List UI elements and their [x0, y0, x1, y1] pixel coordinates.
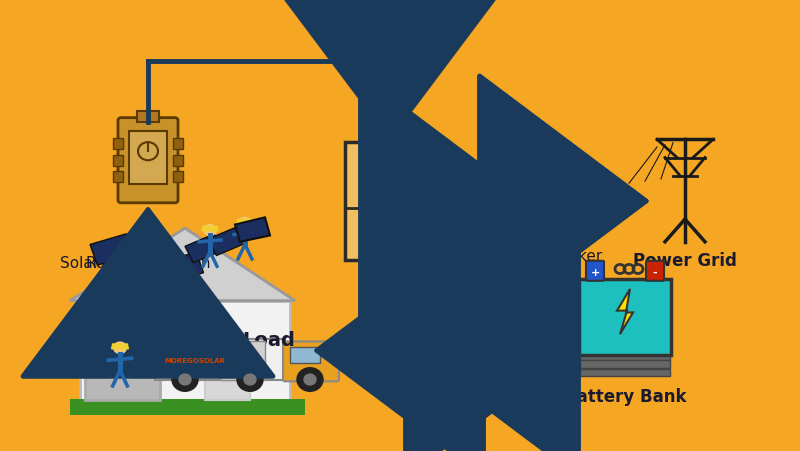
FancyBboxPatch shape [372, 218, 408, 238]
FancyBboxPatch shape [80, 301, 290, 400]
Circle shape [297, 368, 323, 391]
FancyBboxPatch shape [129, 132, 167, 184]
FancyBboxPatch shape [534, 161, 586, 242]
FancyBboxPatch shape [113, 139, 123, 150]
Text: MOREGOSOLAR: MOREGOSOLAR [165, 358, 226, 364]
Text: AC Breaker: AC Breaker [518, 249, 602, 263]
Text: -: - [653, 267, 658, 277]
FancyBboxPatch shape [406, 260, 418, 267]
FancyBboxPatch shape [580, 369, 670, 376]
Polygon shape [111, 344, 128, 349]
Polygon shape [235, 218, 270, 242]
FancyBboxPatch shape [173, 156, 183, 166]
Text: Battery Bank: Battery Bank [564, 387, 686, 405]
Text: Power Grid: Power Grid [633, 251, 737, 269]
FancyBboxPatch shape [546, 224, 574, 235]
FancyBboxPatch shape [580, 353, 670, 360]
FancyBboxPatch shape [384, 260, 396, 267]
FancyBboxPatch shape [85, 319, 160, 400]
FancyBboxPatch shape [205, 342, 250, 400]
Circle shape [204, 225, 216, 236]
FancyBboxPatch shape [210, 346, 225, 357]
Text: Load: Load [242, 330, 295, 349]
Circle shape [244, 374, 256, 385]
FancyBboxPatch shape [155, 339, 285, 380]
FancyBboxPatch shape [220, 341, 265, 380]
FancyBboxPatch shape [173, 139, 183, 150]
Circle shape [237, 368, 263, 391]
FancyBboxPatch shape [90, 235, 134, 266]
Circle shape [172, 368, 198, 391]
Circle shape [179, 374, 191, 385]
FancyBboxPatch shape [160, 253, 203, 284]
FancyBboxPatch shape [345, 143, 435, 260]
FancyBboxPatch shape [173, 172, 183, 183]
Polygon shape [237, 220, 253, 224]
FancyBboxPatch shape [580, 361, 670, 368]
FancyBboxPatch shape [586, 261, 604, 281]
Circle shape [550, 179, 554, 184]
Text: Rapid Shutdown: Rapid Shutdown [86, 256, 210, 271]
Polygon shape [617, 289, 633, 335]
FancyBboxPatch shape [113, 172, 123, 183]
FancyBboxPatch shape [283, 342, 339, 382]
Text: Inverter: Inverter [359, 285, 421, 301]
FancyBboxPatch shape [290, 347, 320, 364]
Text: Solar Panel: Solar Panel [60, 256, 146, 271]
Polygon shape [70, 229, 295, 301]
Polygon shape [202, 227, 218, 231]
FancyBboxPatch shape [125, 244, 169, 275]
FancyBboxPatch shape [208, 227, 246, 256]
Circle shape [304, 374, 316, 385]
Circle shape [114, 342, 126, 354]
FancyBboxPatch shape [185, 235, 222, 263]
FancyBboxPatch shape [362, 260, 374, 267]
Circle shape [566, 179, 570, 184]
FancyBboxPatch shape [137, 112, 159, 123]
FancyBboxPatch shape [541, 159, 579, 168]
Circle shape [239, 218, 251, 229]
FancyBboxPatch shape [579, 279, 671, 355]
FancyBboxPatch shape [646, 261, 664, 281]
FancyBboxPatch shape [118, 119, 178, 203]
FancyBboxPatch shape [70, 399, 305, 415]
FancyBboxPatch shape [113, 156, 123, 166]
Circle shape [558, 179, 562, 184]
Text: +: + [590, 267, 600, 277]
FancyBboxPatch shape [545, 170, 575, 190]
